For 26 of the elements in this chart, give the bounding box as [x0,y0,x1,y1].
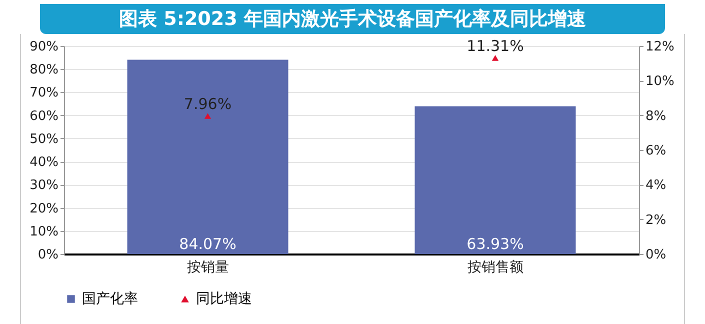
y2-tick-label: 10% [646,74,674,90]
data-label: 7.96% [184,95,232,114]
data-label: 11.31% [466,36,524,55]
x-tick-label: 按销售额 [467,260,524,276]
y2-tick-label: 6% [646,144,666,158]
y-tick-label: 30% [30,178,58,194]
y-tick-label: 50% [30,132,58,147]
y2-tick-label: 0% [646,248,666,262]
y-tick-label: 40% [30,155,58,170]
y-tick-label: 0% [38,248,58,262]
y-tick-label: 80% [30,62,58,78]
x-tick-label: 按销量 [186,260,229,276]
y2-tick-label: 2% [646,212,666,228]
y2-tick-label: 4% [646,178,666,194]
y2-tick-label: 8% [646,108,666,124]
legend-label: 国产化率 [82,291,138,307]
legend-label: 同比增速 [196,291,252,307]
y-tick-label: 10% [30,224,58,240]
y-tick-label: 60% [30,108,58,124]
data-label: 84.07% [179,235,236,253]
y2-tick-label: 12% [646,40,674,54]
chart-title: 图表 5:2023 年国内激光手术设备国产化率及同比增速 [40,4,665,34]
data-label: 63.93% [466,235,524,253]
y-tick-label: 90% [30,40,58,54]
y-tick-label: 20% [30,201,58,216]
y-tick-label: 70% [30,86,58,101]
